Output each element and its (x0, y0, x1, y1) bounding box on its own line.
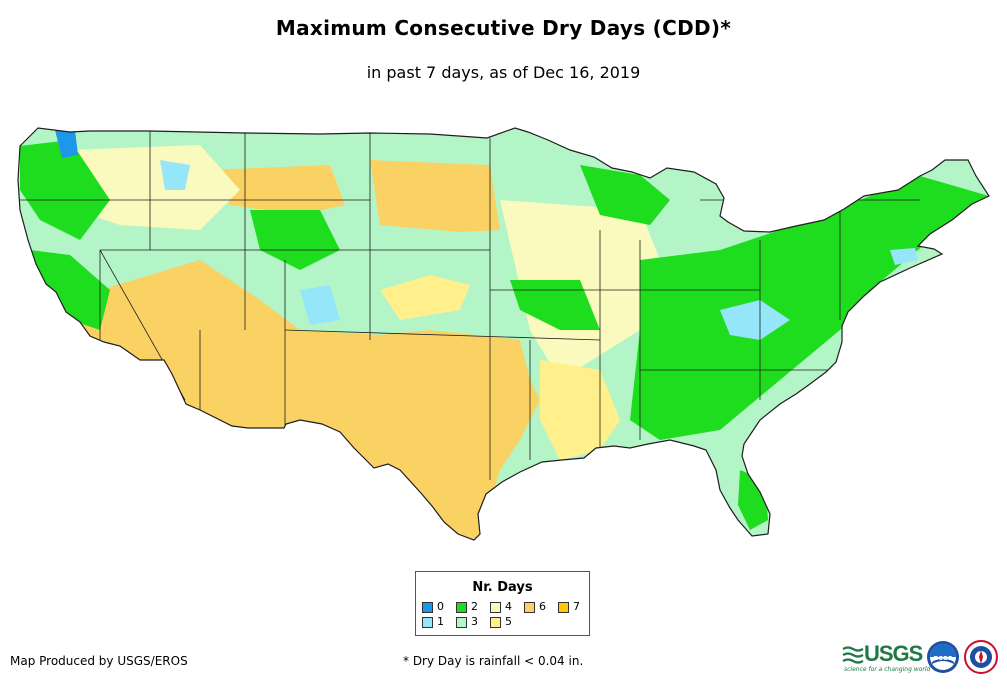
legend-label: 2 (471, 600, 478, 613)
legend-swatch (456, 602, 467, 613)
legend: Nr. Days 0 1 2 3 4 5 6 (415, 571, 590, 636)
legend-label: 1 (437, 615, 444, 628)
usgs-tagline: science for a changing world (844, 666, 931, 673)
legend-swatch (490, 602, 501, 613)
legend-label: 7 (573, 600, 580, 613)
wet-region-upper-midwest-2-days (580, 165, 670, 225)
wet-region-northeast-2-days (630, 176, 989, 440)
agency-logos: USGS science for a changing world noaa (842, 638, 1002, 678)
wet-region-rockies-2-days (250, 210, 340, 270)
legend-swatch (558, 602, 569, 613)
dry-day-footnote: * Dry Day is rainfall < 0.04 in. (403, 654, 584, 668)
legend-swatch (490, 617, 501, 628)
usgs-wordmark: USGS (864, 641, 923, 666)
wet-region-colorado-1-day (300, 285, 340, 325)
legend-swatch (456, 617, 467, 628)
dry-region-southwest-6-days (80, 260, 540, 540)
noaa-wordmark: noaa (933, 654, 953, 662)
legend-label: 0 (437, 600, 444, 613)
legend-swatch (422, 617, 433, 628)
legend-label: 3 (471, 615, 478, 628)
wet-region-iowa-2-days (510, 280, 600, 330)
legend-label: 6 (539, 600, 546, 613)
state-borders (20, 130, 920, 480)
wet-region-california-2-days (30, 250, 110, 330)
nws-logo (964, 640, 998, 674)
dry-region-kansas-5-days (380, 275, 470, 320)
wet-region-northwest-2-days (20, 140, 110, 240)
wet-region-washington-0-days (55, 130, 78, 158)
credit-text: Map Produced by USGS/EROS (10, 654, 188, 668)
dry-region-plains-6-days (370, 160, 500, 232)
noaa-logo: noaa (927, 641, 959, 673)
map-title: Maximum Consecutive Dry Days (CDD)* (275, 16, 732, 40)
legend-label: 4 (505, 600, 512, 613)
legend-swatch (524, 602, 535, 613)
legend-title: Nr. Days (472, 580, 533, 595)
legend-label: 5 (505, 615, 512, 628)
map-subtitle: in past 7 days, as of Dec 16, 2019 (366, 63, 641, 82)
dry-region-montana-6-days (210, 165, 345, 215)
usgs-logo (842, 646, 864, 664)
legend-swatch (422, 602, 433, 613)
wet-region-idaho-1-day (160, 160, 190, 190)
wet-region-new-england-1-day (890, 248, 918, 265)
wet-region-appalachia-1-day (720, 300, 790, 340)
legend-items: 0 1 2 3 4 5 6 7 (422, 600, 587, 632)
